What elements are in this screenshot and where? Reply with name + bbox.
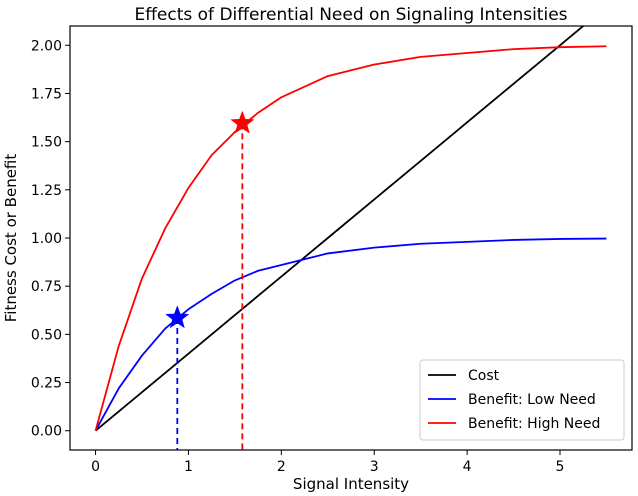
series-layer: [94, 26, 607, 432]
legend: Cost Benefit: Low Need Benefit: High Need: [419, 359, 625, 441]
x-tick-label: 2: [277, 459, 286, 475]
marker-layer: [165, 110, 255, 450]
x-tick-label: 3: [370, 459, 379, 475]
legend-box: [419, 359, 625, 441]
low-need-optimum-star: [165, 305, 190, 329]
x-axis-label: Signal Intensity: [293, 475, 409, 493]
x-tick-label: 0: [91, 459, 100, 475]
y-axis: 0.00 0.25 0.50 0.75 1.00 1.25 1.50 1.75 2.00: [31, 38, 70, 440]
y-tick-label: 0.75: [31, 279, 62, 295]
series-line-cost: [94, 26, 585, 432]
chart-title: Effects of Differential Need on Signalin…: [134, 5, 567, 25]
legend-items: Cost Benefit: Low Need Benefit: High Need: [428, 368, 600, 432]
y-tick-label: 1.75: [31, 86, 62, 102]
y-tick-label: 1.50: [31, 135, 62, 151]
high-need-optimum-star: [230, 110, 255, 134]
x-tick-label: 1: [184, 459, 193, 475]
y-tick-label: 0.00: [31, 424, 62, 440]
y-tick-label: 0.25: [31, 376, 62, 392]
y-tick-label: 1.25: [31, 183, 62, 199]
legend-label: Cost: [468, 368, 500, 384]
plot-area: [69, 25, 633, 451]
legend-label: Benefit: Low Need: [468, 392, 596, 408]
x-tick-label: 5: [556, 459, 565, 475]
x-tick-label: 4: [463, 459, 472, 475]
y-tick-label: 0.50: [31, 327, 62, 343]
y-tick-label: 2.00: [31, 38, 62, 54]
y-tick-label: 1.00: [31, 231, 62, 247]
series-line-benefit-high-need: [94, 45, 607, 431]
legend-label: Benefit: High Need: [468, 416, 600, 432]
series-line-benefit-low-need: [94, 237, 607, 432]
x-axis: 0 1 2 3 4 5: [91, 450, 564, 475]
y-axis-label: Fitness Cost or Benefit: [2, 154, 20, 323]
